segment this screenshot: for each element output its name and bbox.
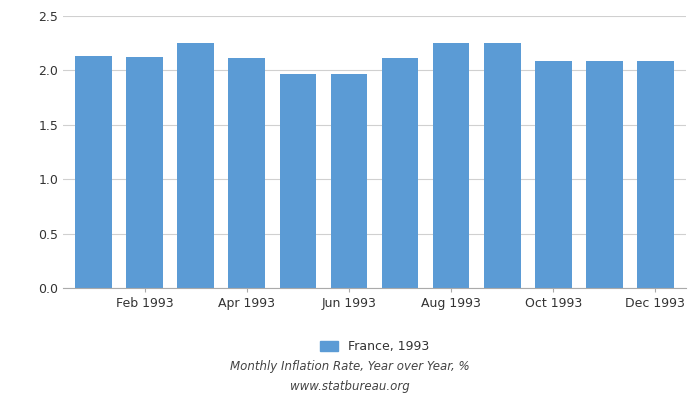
Bar [177, 43, 214, 288]
Bar [126, 57, 163, 288]
Bar [330, 74, 368, 288]
Bar [484, 43, 521, 288]
Bar [433, 43, 470, 288]
Bar [382, 58, 419, 288]
Bar [637, 61, 673, 288]
Text: www.statbureau.org: www.statbureau.org [290, 380, 410, 393]
Text: Monthly Inflation Rate, Year over Year, %: Monthly Inflation Rate, Year over Year, … [230, 360, 470, 373]
Bar [586, 61, 623, 288]
Legend: France, 1993: France, 1993 [319, 340, 430, 354]
Bar [279, 74, 316, 288]
Bar [535, 61, 572, 288]
Bar [76, 56, 112, 288]
Bar [228, 58, 265, 288]
